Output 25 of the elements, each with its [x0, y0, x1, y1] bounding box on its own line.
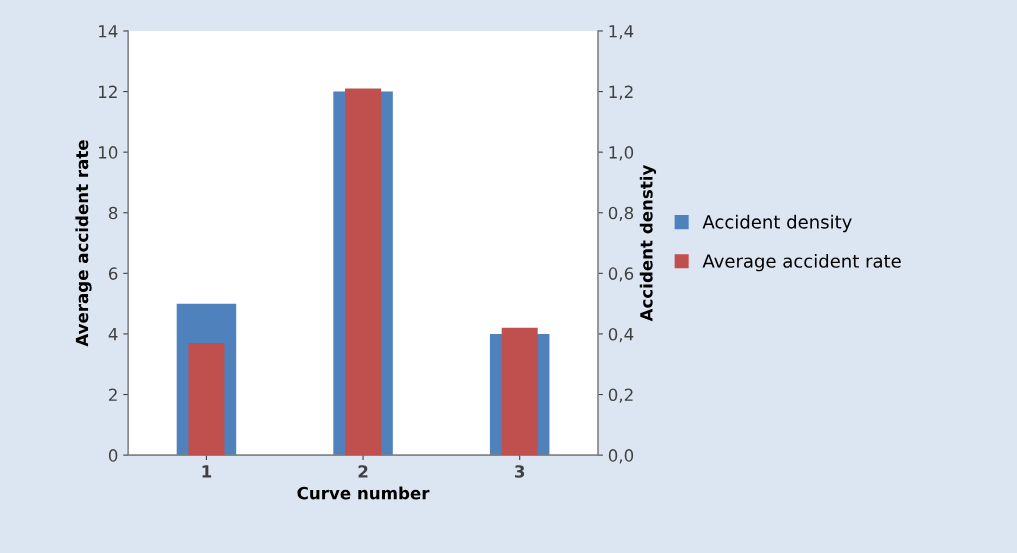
y-tick-label: 8: [108, 206, 118, 220]
legend-label: Accident density: [702, 214, 852, 233]
x-tick-label: 1: [202, 465, 212, 478]
legend-label: Average accident rate: [702, 253, 901, 272]
y2-tick-label: 0,2: [608, 388, 633, 403]
y2-tick-label: 1,0: [609, 146, 634, 161]
x-tick-label: 2: [358, 465, 368, 478]
y-tick-label: 10: [99, 146, 118, 159]
x-tick-label: 3: [515, 465, 525, 478]
bar: [188, 343, 225, 456]
y2-tick-label: 0,0: [608, 449, 634, 464]
y-tick-label: 0: [108, 449, 118, 462]
y-tick-label: 12: [99, 85, 117, 98]
y2-axis-title: Accident denstiy: [639, 164, 657, 322]
y-tick-label: 14: [99, 25, 118, 38]
y-tick-label: 2: [109, 388, 117, 401]
y2-tick-label: 1,2: [609, 85, 633, 100]
y2-tick-label: 1,4: [609, 25, 634, 40]
y-axis-title: Average accident rate: [75, 140, 92, 347]
y-tick-label: 4: [108, 328, 118, 341]
y2-tick-label: 0,8: [608, 206, 634, 222]
y-tick-label: 6: [108, 267, 118, 280]
y2-tick-label: 0,4: [608, 327, 634, 343]
y2-tick-label: 0,6: [608, 267, 634, 282]
x-axis-title: Curve number: [297, 486, 430, 500]
